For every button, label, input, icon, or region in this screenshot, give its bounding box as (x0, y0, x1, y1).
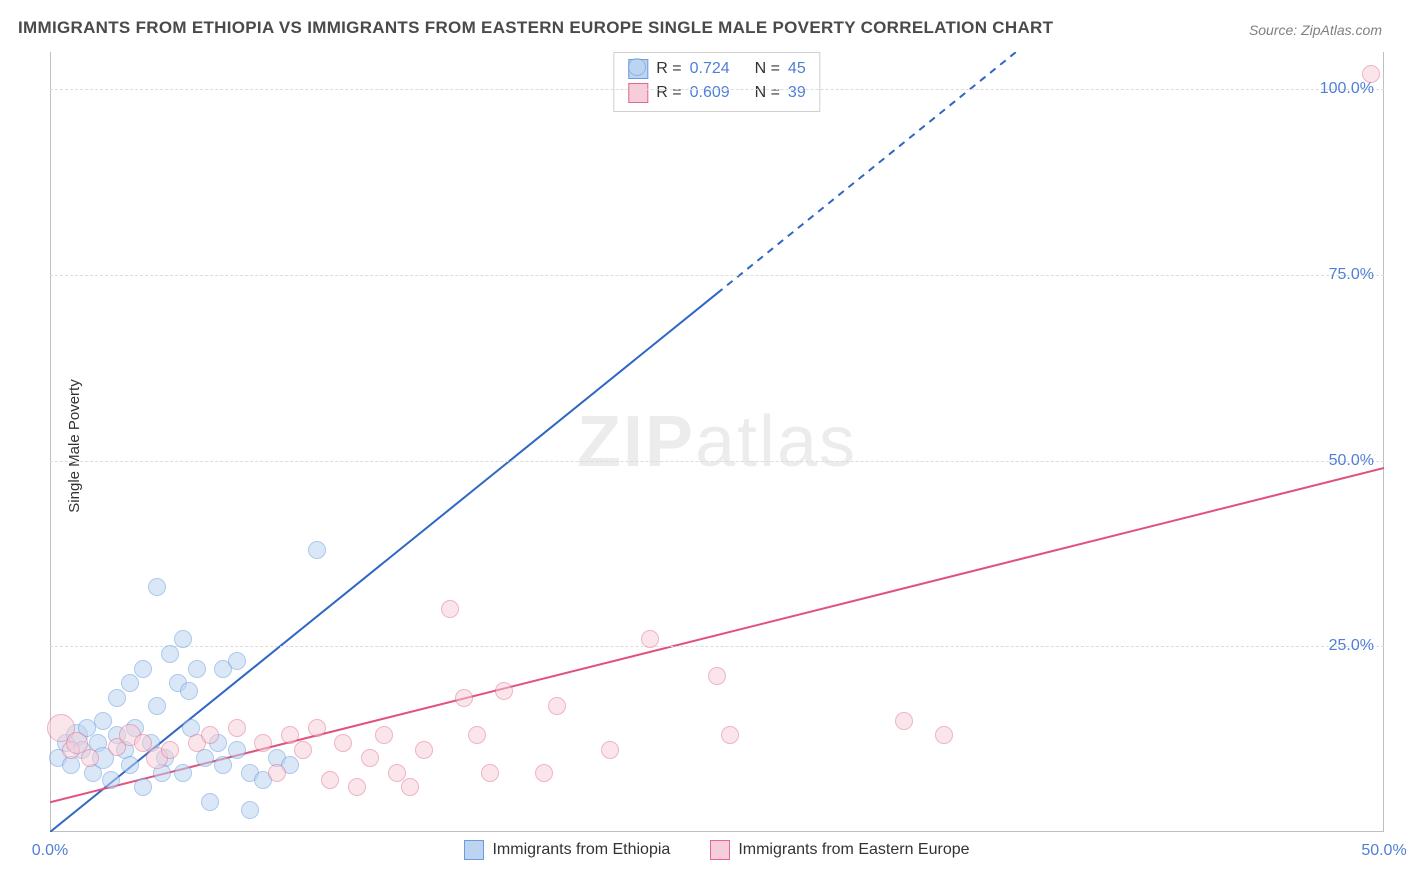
legend-swatch (464, 840, 484, 860)
series-legend-item: Immigrants from Eastern Europe (710, 840, 969, 860)
scatter-point (148, 697, 166, 715)
scatter-point (548, 697, 566, 715)
scatter-point (895, 712, 913, 730)
scatter-point (134, 660, 152, 678)
scatter-point (241, 801, 259, 819)
scatter-point (228, 719, 246, 737)
scatter-point (214, 756, 232, 774)
gridline-horizontal (50, 461, 1384, 462)
scatter-point (334, 734, 352, 752)
gridline-horizontal (50, 275, 1384, 276)
scatter-point (721, 726, 739, 744)
scatter-point (268, 764, 286, 782)
scatter-point (308, 719, 326, 737)
scatter-point (1362, 65, 1380, 83)
scatter-point (708, 667, 726, 685)
x-tick-label: 0.0% (32, 842, 68, 860)
chart-title: IMMIGRANTS FROM ETHIOPIA VS IMMIGRANTS F… (18, 18, 1053, 38)
scatter-point (441, 600, 459, 618)
watermark-atlas: atlas (695, 402, 857, 482)
scatter-point (121, 756, 139, 774)
scatter-point (348, 778, 366, 796)
gridline-horizontal (50, 646, 1384, 647)
series-legend-item: Immigrants from Ethiopia (464, 840, 670, 860)
scatter-point (174, 764, 192, 782)
scatter-point (174, 630, 192, 648)
scatter-point (161, 645, 179, 663)
scatter-point (161, 741, 179, 759)
scatter-point (321, 771, 339, 789)
scatter-point (108, 689, 126, 707)
scatter-point (641, 630, 659, 648)
watermark-zip: ZIP (577, 402, 695, 482)
legend-n-label: N = (755, 57, 780, 81)
scatter-point (415, 741, 433, 759)
y-axis-line-right (1383, 52, 1384, 832)
scatter-point (375, 726, 393, 744)
x-tick-label: 50.0% (1361, 842, 1406, 860)
scatter-point (102, 771, 120, 789)
scatter-point (495, 682, 513, 700)
scatter-point (601, 741, 619, 759)
legend-n-value: 39 (788, 81, 806, 105)
scatter-point (148, 578, 166, 596)
legend-n-label: N = (755, 81, 780, 105)
scatter-point (81, 749, 99, 767)
scatter-point (935, 726, 953, 744)
series-legend-label: Immigrants from Eastern Europe (738, 841, 969, 859)
scatter-point (388, 764, 406, 782)
scatter-point (121, 674, 139, 692)
scatter-point (308, 541, 326, 559)
gridline-horizontal (50, 89, 1384, 90)
legend-r-value: 0.724 (690, 57, 730, 81)
scatter-point (535, 764, 553, 782)
trend-lines-layer (50, 52, 1384, 832)
correlation-legend-row: R = 0.724 N = 45 (628, 57, 805, 81)
scatter-point (455, 689, 473, 707)
scatter-point (94, 712, 112, 730)
y-tick-label: 25.0% (1329, 637, 1374, 655)
scatter-point (294, 741, 312, 759)
scatter-point (401, 778, 419, 796)
correlation-legend-row: R = 0.609 N = 39 (628, 81, 805, 105)
scatter-point (468, 726, 486, 744)
scatter-point (134, 778, 152, 796)
source-attribution: Source: ZipAtlas.com (1249, 22, 1382, 38)
scatter-point (228, 652, 246, 670)
scatter-point (361, 749, 379, 767)
scatter-point (281, 726, 299, 744)
scatter-point (180, 682, 198, 700)
y-axis-line (50, 52, 51, 832)
scatter-point (481, 764, 499, 782)
y-tick-label: 75.0% (1329, 266, 1374, 284)
legend-r-value: 0.609 (690, 81, 730, 105)
scatter-point (201, 793, 219, 811)
series-legend-label: Immigrants from Ethiopia (492, 841, 670, 859)
legend-swatch (628, 83, 648, 103)
scatter-point (628, 58, 646, 76)
legend-r-label: R = (656, 57, 681, 81)
x-axis-line (50, 831, 1384, 832)
legend-r-label: R = (656, 81, 681, 105)
scatter-plot-area: ZIPatlas R =0.724 N =45R =0.609 N =39 Im… (50, 52, 1384, 832)
trend-line-solid (50, 468, 1384, 802)
legend-n-value: 45 (788, 57, 806, 81)
scatter-point (228, 741, 246, 759)
series-legend: Immigrants from Ethiopia Immigrants from … (50, 840, 1384, 860)
legend-swatch (710, 840, 730, 860)
y-tick-label: 100.0% (1320, 80, 1374, 98)
scatter-point (254, 734, 272, 752)
scatter-point (201, 726, 219, 744)
scatter-point (188, 660, 206, 678)
watermark: ZIPatlas (577, 401, 857, 483)
y-tick-label: 50.0% (1329, 452, 1374, 470)
